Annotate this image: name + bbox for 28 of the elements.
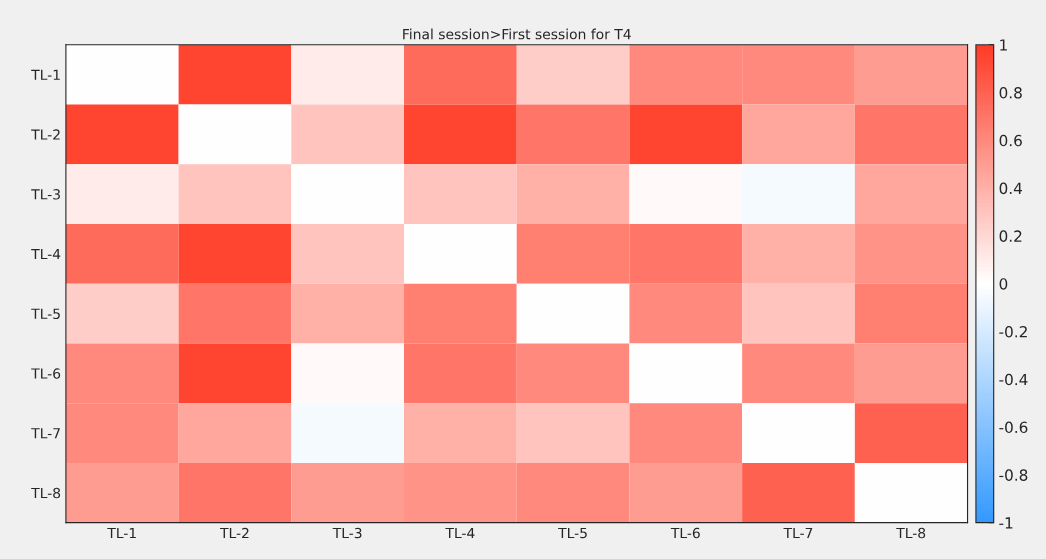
- y-tick-label: TL-4: [31, 248, 61, 260]
- x-tick-label: TL-4: [445, 527, 475, 539]
- chart-title: Final session>First session for T4: [403, 28, 631, 40]
- color-bar-label: 0.8: [999, 86, 1022, 99]
- color-bar-label: -0.2: [999, 325, 1027, 338]
- x-tick-label: TL-3: [332, 527, 362, 539]
- y-tick-label: TL-6: [31, 368, 61, 379]
- color-bar-label: -0.6: [999, 421, 1028, 434]
- y-tick-label: TL-8: [31, 487, 61, 499]
- x-tick-label: TL-6: [670, 527, 700, 539]
- x-tick-label: TL-5: [558, 527, 587, 539]
- color-bar-label: 0: [999, 278, 1008, 290]
- y-tick-label: TL-5: [31, 308, 60, 320]
- x-tick-label: TL-1: [107, 527, 136, 539]
- x-tick-label: TL-8: [896, 527, 926, 539]
- y-tick-label: TL-3: [31, 189, 60, 200]
- color-bar-label: -0.8: [999, 469, 1028, 481]
- color-bar-label: 0.4: [999, 182, 1022, 195]
- color-bar-label: -1: [999, 517, 1013, 529]
- y-tick-label: TL-7: [31, 428, 60, 439]
- x-tick-label: TL-7: [783, 527, 813, 539]
- color-bar-label: 1: [1000, 39, 1007, 51]
- color-bar-label: -0.4: [999, 373, 1028, 386]
- x-tick-label: TL-2: [220, 527, 249, 539]
- color-bar-label: 0.6: [999, 134, 1022, 147]
- color-bar-label: 0.2: [999, 230, 1022, 242]
- y-tick-label: TL-1: [31, 69, 60, 80]
- y-tick-label: TL-2: [31, 129, 60, 140]
